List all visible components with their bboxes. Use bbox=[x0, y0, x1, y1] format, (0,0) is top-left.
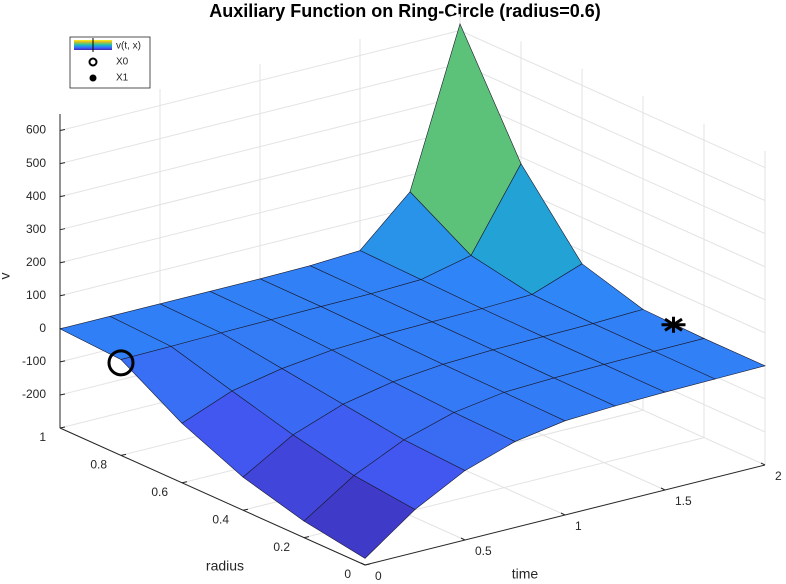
x-tick bbox=[560, 512, 566, 516]
surface bbox=[59, 23, 766, 559]
z-axis-label: v bbox=[0, 273, 13, 280]
z-tick bbox=[59, 360, 66, 363]
chart-title: Auxiliary Function on Ring-Circle (radiu… bbox=[209, 1, 601, 21]
grid-line bbox=[459, 30, 766, 168]
y-tick bbox=[303, 536, 310, 539]
y-tick-label: 0.6 bbox=[151, 485, 168, 499]
y-tick bbox=[59, 426, 66, 429]
y-tick-label: 0.2 bbox=[273, 540, 290, 554]
x-tick bbox=[460, 537, 466, 541]
z-tick-label: 300 bbox=[26, 222, 46, 236]
z-tick-label: -200 bbox=[22, 387, 46, 401]
legend-marker bbox=[88, 57, 98, 67]
legend-label: v(t, x) bbox=[116, 41, 141, 52]
z-tick bbox=[59, 129, 66, 132]
y-tick bbox=[364, 563, 371, 566]
z-tick-label: 100 bbox=[26, 288, 46, 302]
z-tick-label: 600 bbox=[26, 123, 46, 137]
y-tick bbox=[242, 508, 249, 511]
x-tick-label: 1.5 bbox=[675, 494, 692, 508]
z-tick bbox=[59, 228, 66, 231]
z-tick bbox=[59, 294, 66, 297]
x-tick bbox=[760, 462, 766, 466]
grid-line bbox=[459, 96, 766, 235]
z-tick-label: 400 bbox=[26, 189, 46, 203]
surface-patch bbox=[303, 475, 416, 559]
x-tick bbox=[660, 487, 666, 491]
z-tick bbox=[59, 195, 66, 198]
z-tick-label: 500 bbox=[26, 156, 46, 170]
y-tick-label: 1 bbox=[39, 430, 46, 444]
annotation-layer: -200 -100 0 100 200 300 400 500 600 0 0.2 0.4 0.6 0.8… bbox=[22, 123, 782, 583]
x-tick bbox=[360, 562, 366, 566]
y-axis-label: radius bbox=[206, 558, 244, 574]
x-tick-label: 1 bbox=[575, 519, 582, 533]
z-tick bbox=[59, 393, 66, 396]
x-tick-label: 0 bbox=[375, 569, 382, 583]
legend-marker bbox=[89, 74, 97, 82]
z-tick-label: -100 bbox=[22, 354, 46, 368]
legend-label: X1 bbox=[116, 73, 129, 84]
y-tick-label: 0.8 bbox=[90, 458, 107, 472]
y-tick-label: 0 bbox=[344, 567, 351, 581]
x-tick-label: 2 bbox=[775, 469, 782, 483]
z-tick-label: 200 bbox=[26, 255, 46, 269]
y-tick bbox=[181, 481, 188, 484]
x-axis-label: time bbox=[512, 566, 539, 582]
z-tick-label: 0 bbox=[39, 321, 46, 335]
legend-label: X0 bbox=[116, 57, 129, 68]
legend: v(t, x) X0 X1 bbox=[69, 36, 151, 89]
marker-x1 bbox=[661, 316, 686, 333]
marker-stroke bbox=[664, 317, 683, 332]
y-tick-label: 0.4 bbox=[212, 512, 229, 526]
z-tick bbox=[59, 162, 66, 165]
grid-line bbox=[459, 63, 766, 202]
marker-x0 bbox=[107, 349, 135, 377]
x-tick-label: 0.5 bbox=[475, 544, 492, 558]
y-tick bbox=[120, 453, 127, 456]
y-axis bbox=[59, 427, 366, 566]
z-tick bbox=[59, 261, 66, 264]
